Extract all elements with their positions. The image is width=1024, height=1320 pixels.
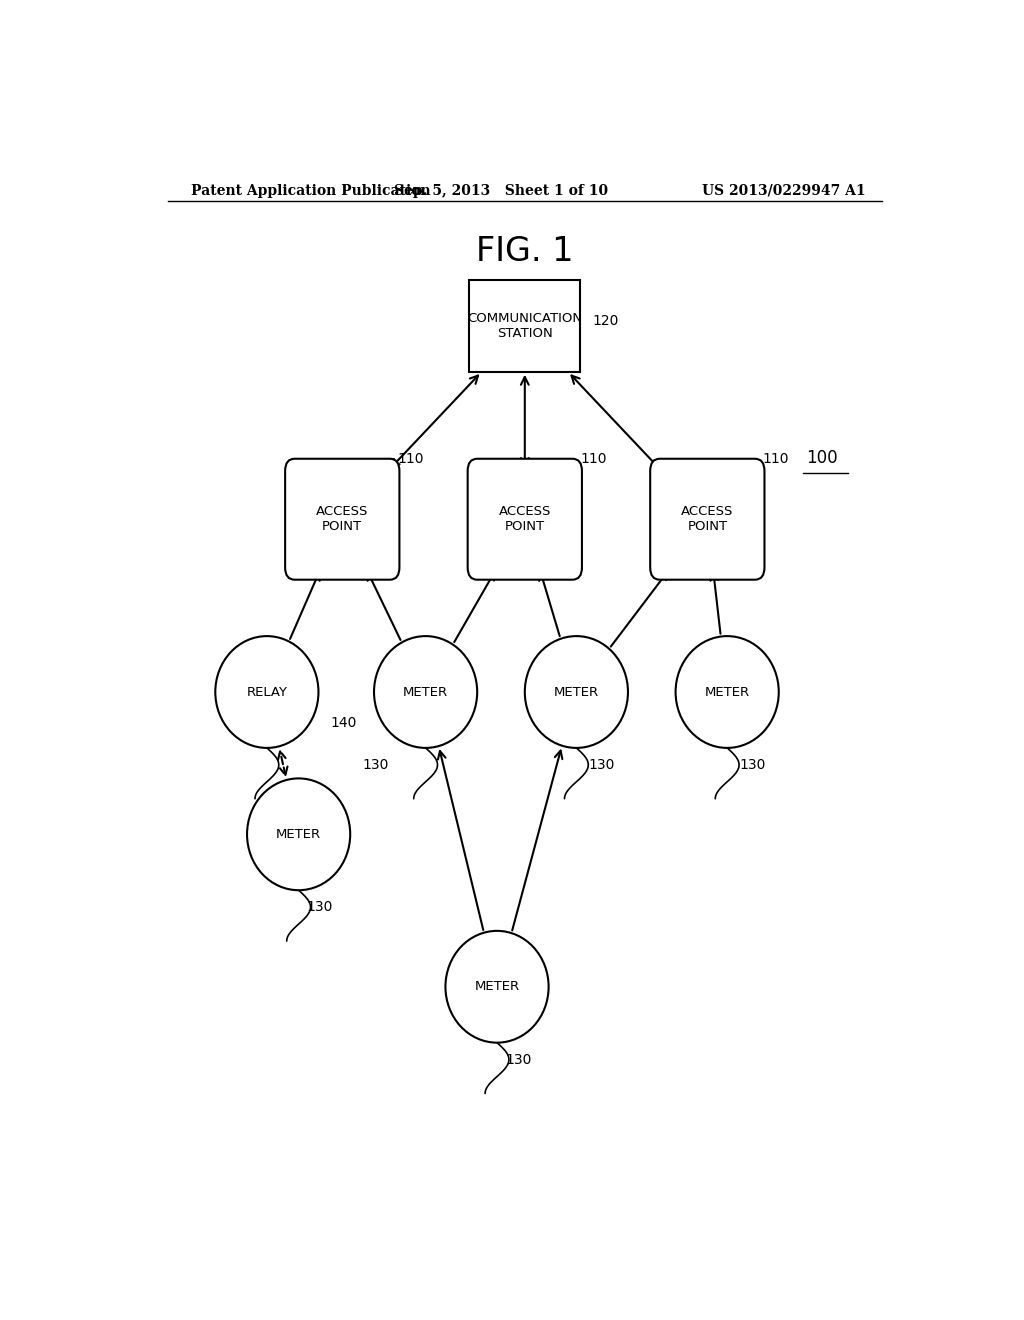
- Ellipse shape: [524, 636, 628, 748]
- Ellipse shape: [374, 636, 477, 748]
- Text: RELAY: RELAY: [247, 685, 288, 698]
- Text: ACCESS
POINT: ACCESS POINT: [681, 506, 733, 533]
- Text: 130: 130: [505, 1053, 531, 1067]
- Text: 110: 110: [581, 451, 607, 466]
- Ellipse shape: [247, 779, 350, 890]
- Text: METER: METER: [554, 685, 599, 698]
- Text: METER: METER: [276, 828, 322, 841]
- Ellipse shape: [215, 636, 318, 748]
- Text: COMMUNICATION
STATION: COMMUNICATION STATION: [467, 312, 583, 341]
- Text: 110: 110: [397, 451, 424, 466]
- Text: 120: 120: [592, 314, 618, 329]
- Ellipse shape: [445, 931, 549, 1043]
- Text: Patent Application Publication: Patent Application Publication: [191, 183, 431, 198]
- Text: US 2013/0229947 A1: US 2013/0229947 A1: [702, 183, 866, 198]
- FancyBboxPatch shape: [285, 459, 399, 579]
- FancyBboxPatch shape: [468, 459, 582, 579]
- Text: 130: 130: [306, 900, 333, 915]
- Text: 140: 140: [331, 715, 356, 730]
- Text: 130: 130: [362, 758, 388, 772]
- Text: 130: 130: [588, 758, 614, 772]
- Text: FIG. 1: FIG. 1: [476, 235, 573, 268]
- FancyBboxPatch shape: [469, 280, 581, 372]
- Text: METER: METER: [403, 685, 449, 698]
- FancyBboxPatch shape: [650, 459, 765, 579]
- Text: ACCESS
POINT: ACCESS POINT: [499, 506, 551, 533]
- Text: 100: 100: [807, 449, 839, 467]
- Text: METER: METER: [705, 685, 750, 698]
- Text: Sep. 5, 2013   Sheet 1 of 10: Sep. 5, 2013 Sheet 1 of 10: [394, 183, 608, 198]
- Text: ACCESS
POINT: ACCESS POINT: [316, 506, 369, 533]
- Ellipse shape: [676, 636, 778, 748]
- Text: 130: 130: [739, 758, 766, 772]
- Text: METER: METER: [474, 981, 519, 993]
- Text: 110: 110: [763, 451, 790, 466]
